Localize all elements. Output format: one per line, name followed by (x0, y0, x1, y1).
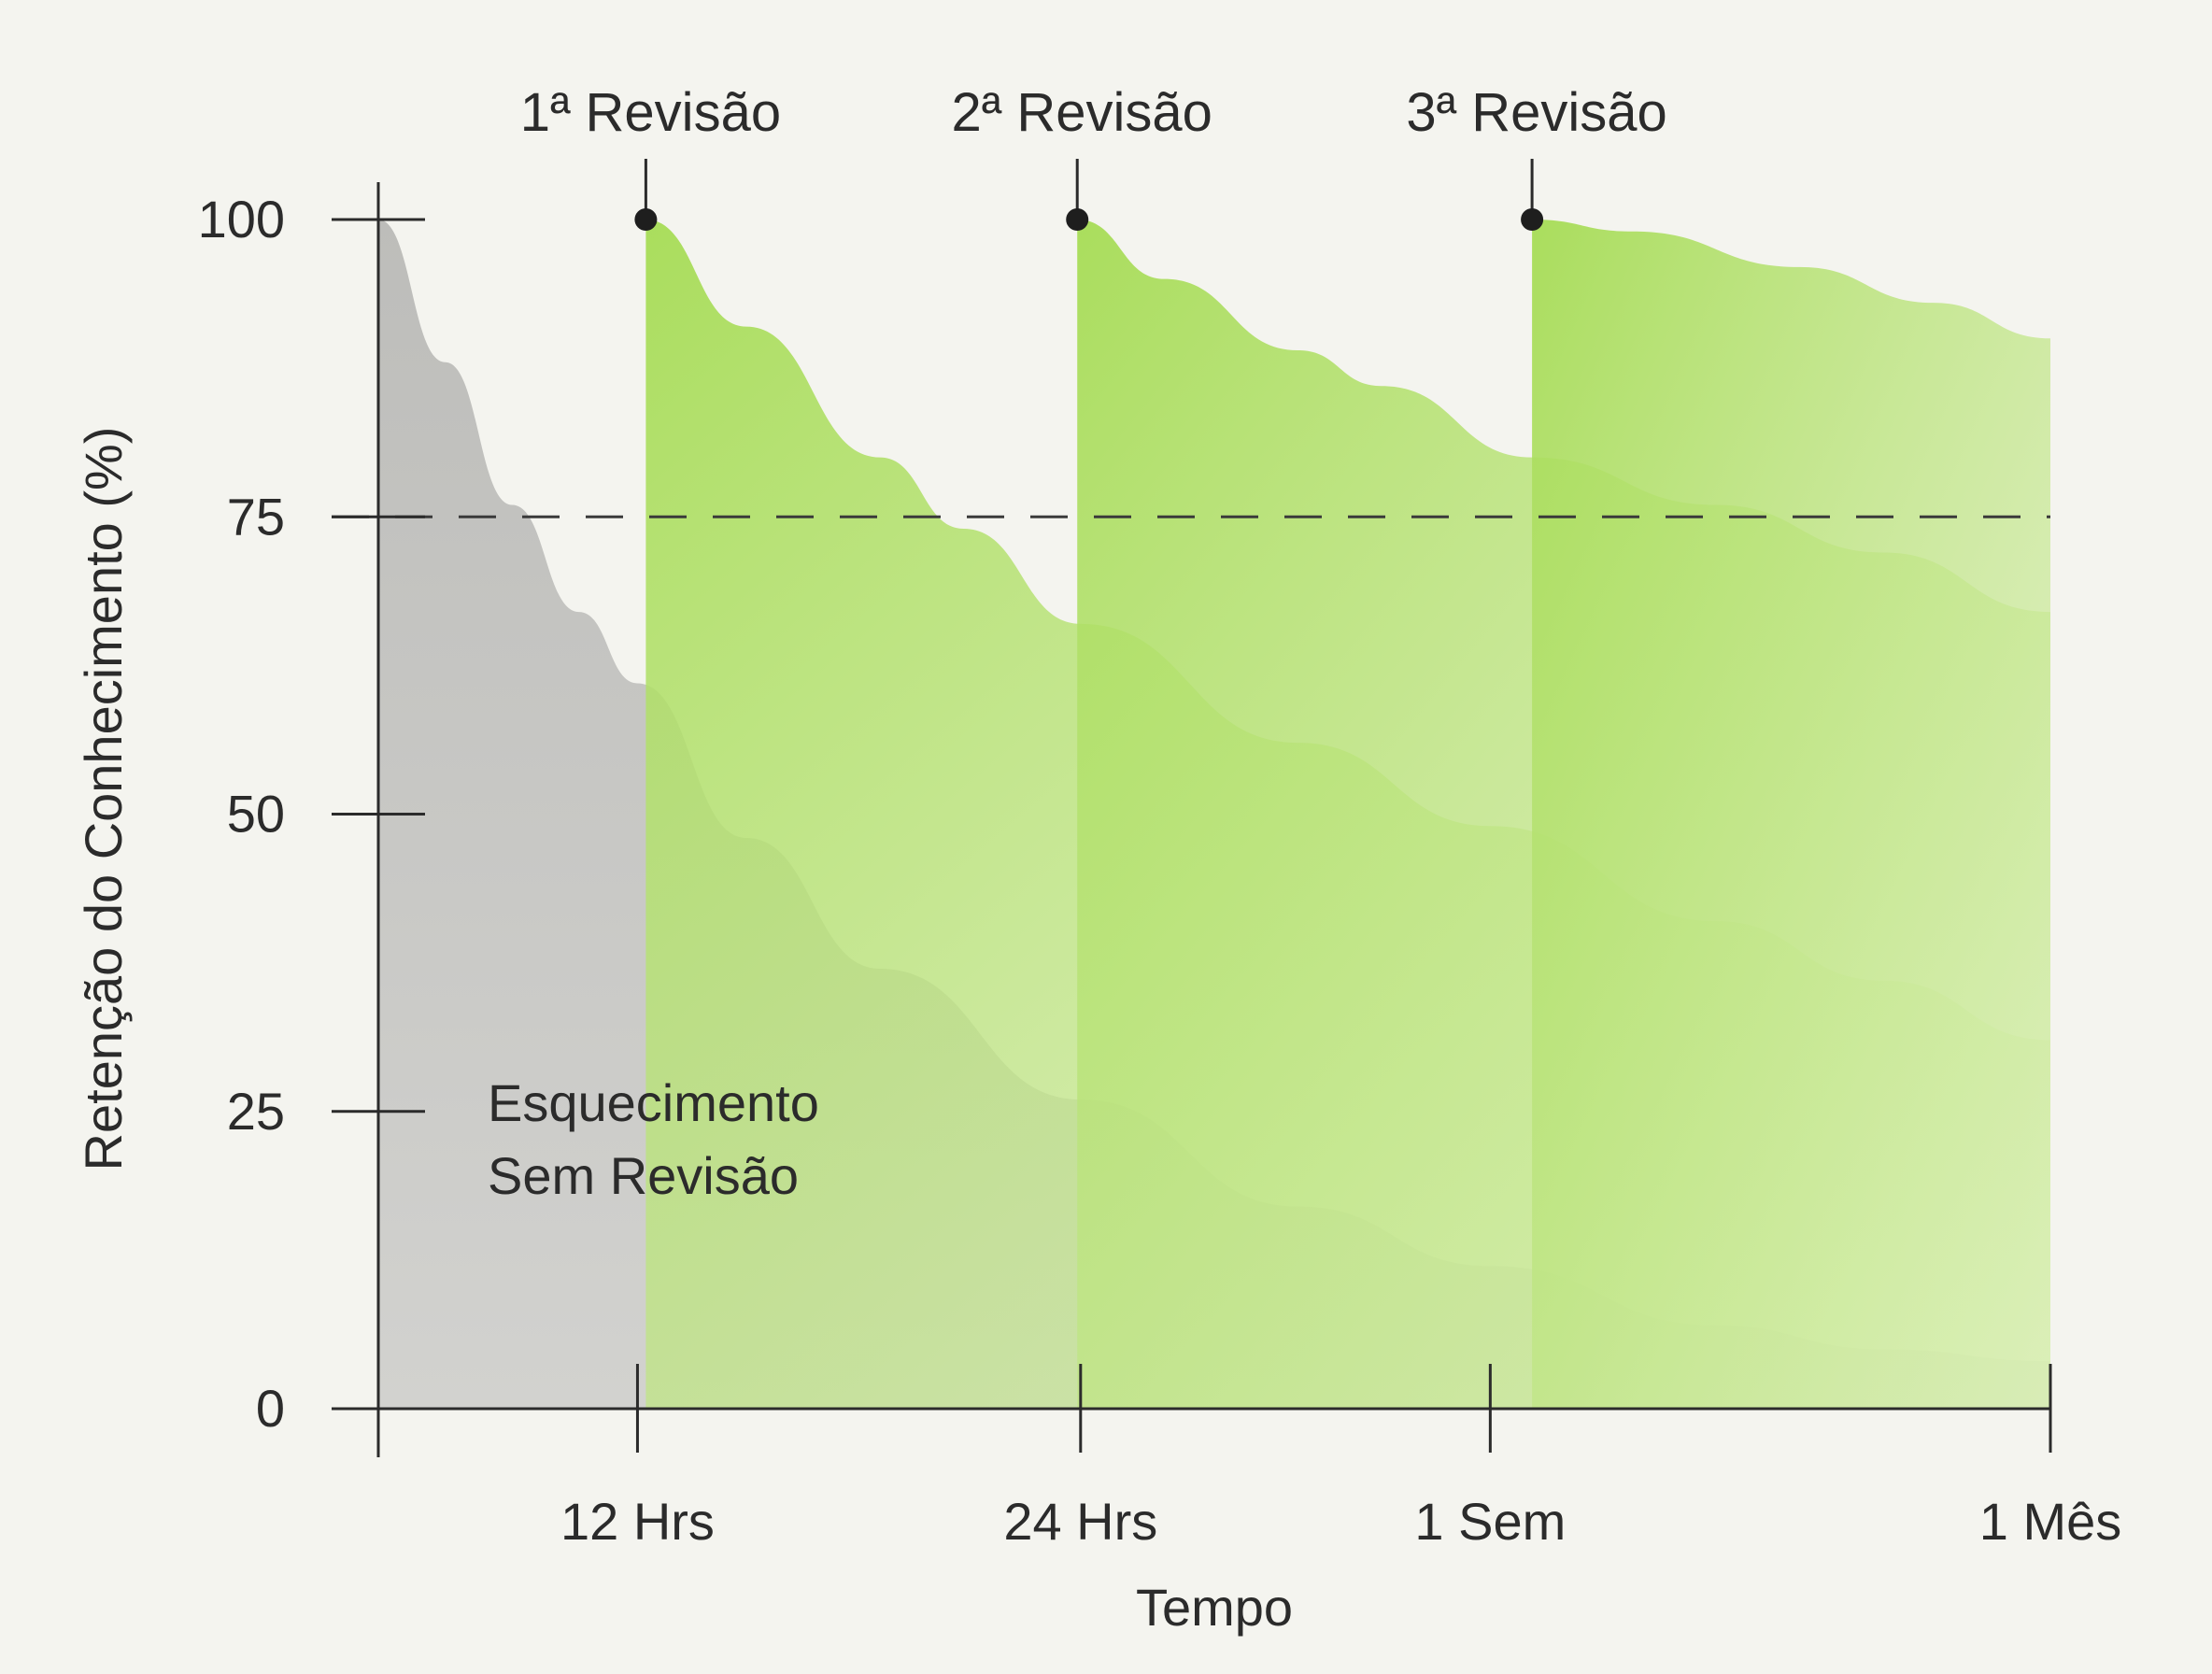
series-layer (378, 220, 2050, 1409)
axes: 0 25 50 75 100 12 Hrs 24 Hrs 1 Sem 1 Mês (198, 182, 2122, 1551)
x-tick-label-2: 1 Sem (1414, 1492, 1566, 1551)
review-dot-1 (634, 208, 658, 231)
review-label-2: 2ª Revisão (952, 82, 1212, 143)
y-tick-label-100: 100 (198, 190, 285, 248)
annotation-line-1: Esquecimento (488, 1073, 819, 1132)
review-markers: 1ª Revisão 2ª Revisão 3ª Revisão (520, 82, 1667, 231)
review-label-1: 1ª Revisão (520, 82, 781, 143)
series-area-review-3 (1532, 220, 2050, 1409)
x-tick-label-0: 12 Hrs (560, 1492, 715, 1551)
y-tick-label-25: 25 (227, 1082, 285, 1141)
y-tick-label-0: 0 (256, 1379, 285, 1438)
x-tick-label-3: 1 Mês (1979, 1492, 2122, 1551)
x-tick-label-1: 24 Hrs (1003, 1492, 1157, 1551)
y-tick-label-75: 75 (227, 487, 285, 546)
review-dot-2 (1066, 208, 1089, 231)
y-axis-label: Retenção do Conhecimento (%) (74, 427, 133, 1171)
y-tick-label-50: 50 (227, 785, 285, 844)
annotation-line-2: Sem Revisão (488, 1146, 799, 1205)
review-label-3: 3ª Revisão (1406, 82, 1666, 143)
review-dot-3 (1521, 208, 1544, 231)
x-axis-label: Tempo (1136, 1578, 1293, 1637)
